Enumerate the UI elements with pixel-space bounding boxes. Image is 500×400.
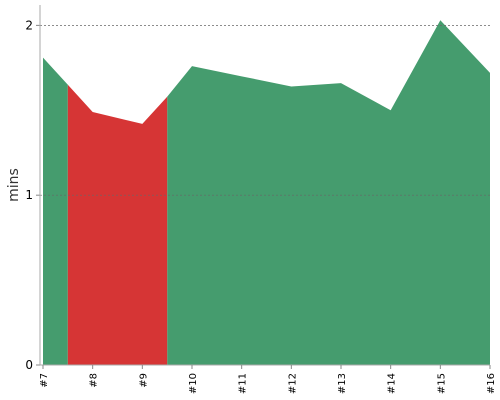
x-tick-label: #11 [238,373,249,394]
x-tick-label: #9 [138,373,149,388]
area [167,20,490,365]
x-tick-label: #8 [89,373,100,388]
x-tick-label: #14 [387,373,398,394]
x-tick-label: #13 [337,373,348,394]
y-tick-label: 1 [25,188,33,202]
y-tick-label: 2 [25,18,33,32]
x-tick-label: #10 [188,373,199,394]
y-axis-label: mins [6,168,22,202]
x-tick-label: #12 [287,373,298,394]
x-tick-label: #7 [39,373,50,388]
area [67,84,168,366]
x-tick-label: #16 [486,373,497,394]
x-tick-label: #15 [436,373,447,394]
area [43,57,68,365]
y-tick-label: 0 [25,358,33,372]
